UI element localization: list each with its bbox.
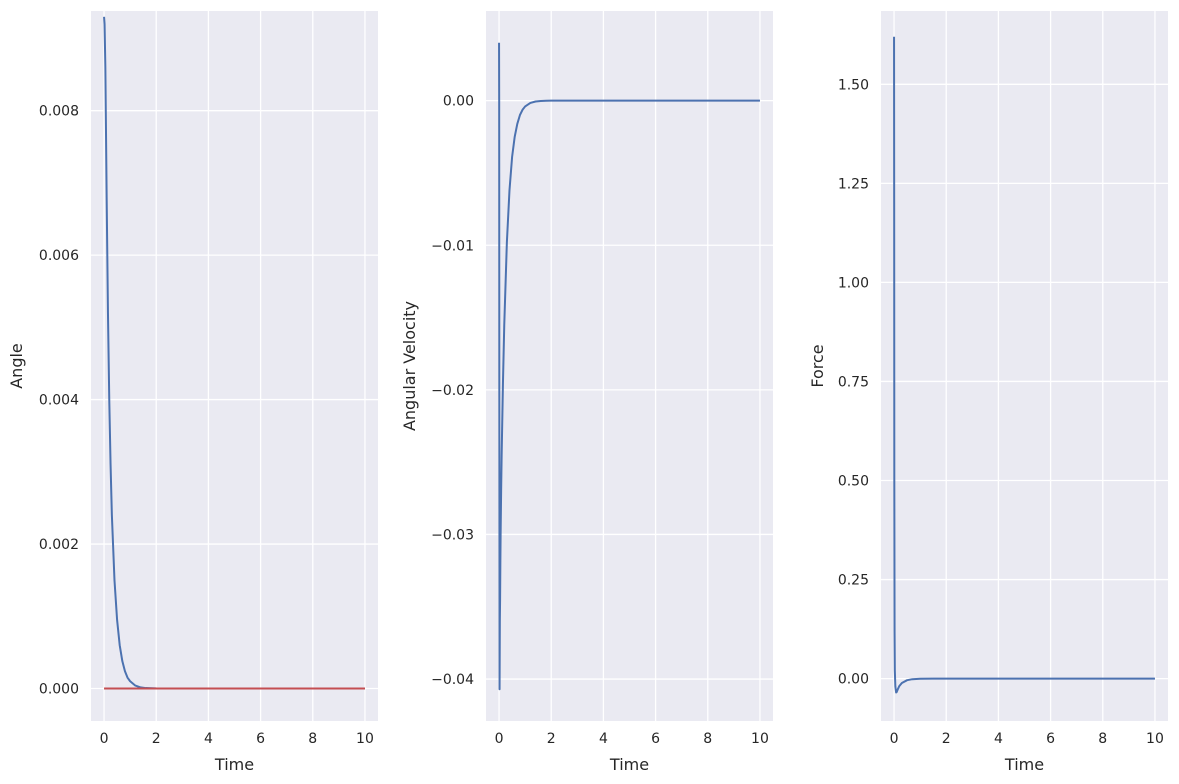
- y-axis-label: Angular Velocity: [400, 301, 419, 431]
- x-tick-label: 2: [152, 731, 161, 747]
- x-tick-label: 2: [547, 731, 556, 747]
- x-tick-label: 0: [495, 731, 504, 747]
- series-line-1: [498, 42, 760, 691]
- x-axis-label: Time: [609, 755, 649, 774]
- x-tick-label: 10: [356, 731, 374, 747]
- y-tick-label: 0.008: [39, 104, 79, 120]
- x-axis-label: Time: [1004, 755, 1044, 774]
- y-tick-label: 0.006: [39, 248, 79, 264]
- x-tick-label: 4: [599, 731, 608, 747]
- plot-area: [486, 11, 773, 721]
- y-axis-label: Angle: [7, 343, 26, 389]
- x-tick-label: 0: [890, 731, 899, 747]
- x-tick-label: 6: [651, 731, 660, 747]
- subplot-3: 0 2 4 6 8 10 0.00 0.25 0.50 0.75 1.00 1.25 1.50 Time F…: [808, 11, 1168, 774]
- x-tick-label: 4: [204, 731, 213, 747]
- y-tick-label: 1.25: [838, 176, 869, 192]
- x-axis-label: Time: [214, 755, 254, 774]
- y-tick-label: 0.00: [838, 672, 869, 688]
- y-tick-label: −0.01: [431, 238, 474, 254]
- x-tick-label: 8: [1098, 731, 1107, 747]
- x-tick-label: 10: [1146, 731, 1164, 747]
- x-tick-label: 0: [100, 731, 109, 747]
- x-tick-label: 6: [256, 731, 265, 747]
- x-tick-label: 2: [942, 731, 951, 747]
- x-tick-label: 8: [308, 731, 317, 747]
- x-tick-label: 10: [751, 731, 769, 747]
- x-tick-label: 6: [1046, 731, 1055, 747]
- y-tick-label: −0.04: [431, 672, 474, 688]
- y-tick-label: 0.50: [838, 474, 869, 490]
- y-tick-label: 0.00: [443, 94, 474, 110]
- subplot-1: 0 2 4 6 8 10 0.000 0.002 0.004 0.006 0.008 Time Angl…: [7, 11, 378, 774]
- plot-area: [881, 11, 1168, 721]
- x-tick-label: 8: [703, 731, 712, 747]
- x-tick-label: 4: [994, 731, 1003, 747]
- y-tick-label: 0.75: [838, 374, 869, 390]
- subplot-2: 0 2 4 6 8 10 0.00 −0.01 −0.02 −0.03 −0.04 Time Angul…: [400, 11, 773, 774]
- plot-area: [91, 11, 378, 721]
- y-axis-label: Force: [808, 344, 827, 387]
- subplots: 0 2 4 6 8 100.0000.0020.0040.0060.008TimeAngl…: [7, 11, 1168, 774]
- y-tick-label: 1.50: [838, 77, 869, 93]
- y-tick-label: 0.25: [838, 573, 869, 589]
- y-tick-label: −0.03: [431, 527, 474, 543]
- y-tick-label: 0.002: [39, 537, 79, 553]
- y-tick-label: 1.00: [838, 275, 869, 291]
- y-tick-label: 0.004: [39, 393, 79, 409]
- y-tick-label: 0.000: [39, 681, 79, 697]
- series-line-1: [893, 36, 1155, 694]
- y-tick-label: −0.02: [431, 383, 474, 399]
